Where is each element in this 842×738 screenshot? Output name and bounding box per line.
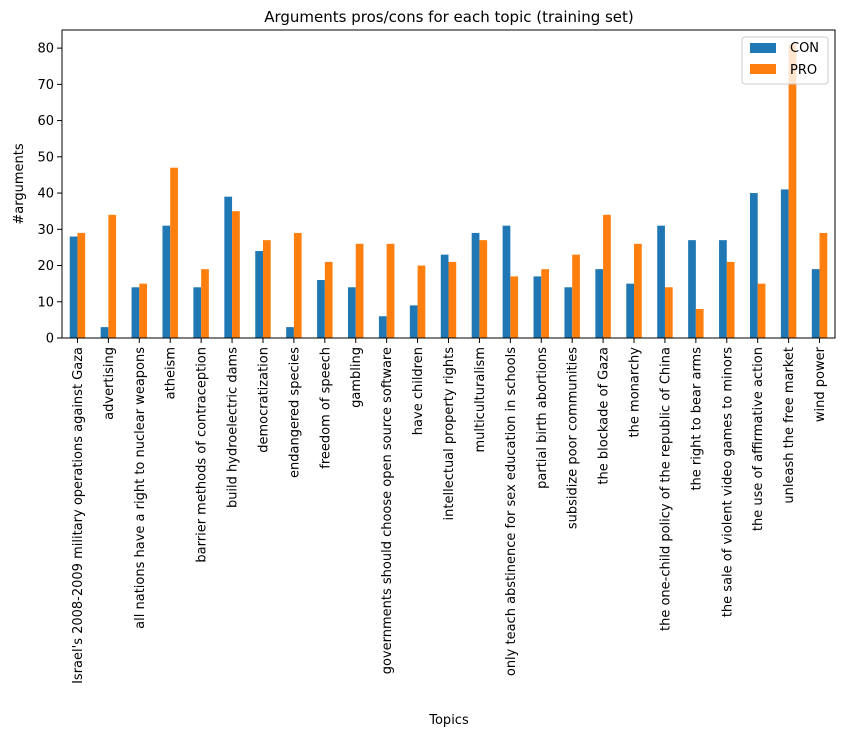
y-tick-label-0: 0 bbox=[46, 332, 54, 347]
x-tick-label-24: wind power bbox=[813, 346, 828, 422]
bar-con-20 bbox=[688, 240, 696, 338]
bar-pro-4 bbox=[201, 269, 209, 338]
x-tick-label-17: the blockade of Gaza bbox=[597, 347, 612, 485]
bar-pro-19 bbox=[664, 287, 673, 338]
bar-con-18 bbox=[626, 283, 635, 338]
bar-pro-1 bbox=[108, 214, 117, 338]
bar-con-9 bbox=[348, 287, 356, 338]
x-tick-label-18: the monarchy bbox=[628, 347, 643, 438]
bar-pro-17 bbox=[603, 214, 611, 338]
bar-pro-2 bbox=[139, 283, 148, 338]
x-tick-label-3: atheism bbox=[164, 347, 179, 399]
bar-pro-3 bbox=[170, 167, 178, 338]
y-tick-label-2: 20 bbox=[37, 259, 54, 274]
bar-con-21 bbox=[719, 240, 727, 338]
x-tick-label-14: only teach abstinence for sex education … bbox=[504, 347, 519, 676]
bar-con-4 bbox=[193, 287, 202, 338]
bar-pro-21 bbox=[726, 261, 735, 338]
x-tick-label-11: have children bbox=[411, 347, 426, 435]
x-tick-label-12: intellectual property rights bbox=[442, 347, 457, 521]
x-tick-label-0: Israel's 2008-2009 military operations a… bbox=[71, 347, 86, 684]
x-tick-label-2: all nations have a right to nuclear weap… bbox=[133, 347, 148, 629]
bar-con-8 bbox=[317, 280, 325, 338]
bar-con-15 bbox=[533, 276, 542, 338]
x-axis-label: Topics bbox=[428, 713, 469, 728]
bar-pro-9 bbox=[355, 243, 364, 338]
bar-pro-5 bbox=[232, 211, 240, 338]
bar-pro-8 bbox=[324, 261, 333, 338]
bar-pro-12 bbox=[448, 261, 457, 338]
y-tick-label-6: 60 bbox=[37, 114, 54, 129]
bar-pro-0 bbox=[77, 232, 86, 338]
bar-pro-14 bbox=[510, 276, 519, 338]
x-tick-label-23: unleash the free market bbox=[782, 347, 797, 504]
bar-pro-10 bbox=[386, 243, 395, 338]
y-tick-label-7: 70 bbox=[37, 78, 54, 93]
x-tick-label-7: endangered species bbox=[287, 347, 302, 478]
legend: CON PRO bbox=[741, 36, 829, 85]
x-tick-label-1: advertising bbox=[102, 347, 117, 420]
bar-con-5 bbox=[224, 196, 233, 338]
x-tick-label-13: multiculturalism bbox=[473, 347, 488, 453]
x-tick-label-6: democratization bbox=[256, 347, 271, 453]
y-tick-label-3: 30 bbox=[37, 223, 54, 238]
bar-pro-20 bbox=[695, 309, 704, 338]
bar-con-2 bbox=[131, 287, 140, 338]
bar-con-14 bbox=[502, 225, 511, 338]
bar-pro-16 bbox=[572, 254, 580, 338]
chart-title: Arguments pros/cons for each topic (trai… bbox=[264, 8, 634, 26]
x-tick-label-4: barrier methods of contraception bbox=[195, 347, 210, 563]
x-tick-label-10: governments should choose open source so… bbox=[380, 347, 395, 674]
legend-label-pro: PRO bbox=[790, 63, 817, 78]
bar-pro-6 bbox=[262, 240, 271, 338]
legend-label-con: CON bbox=[790, 41, 819, 56]
bar-con-17 bbox=[595, 269, 604, 338]
bar-con-19 bbox=[657, 225, 665, 338]
bar-pro-24 bbox=[819, 232, 828, 338]
y-axis: 0 10 20 30 40 50 60 70 80 bbox=[37, 42, 62, 347]
bar-con-7 bbox=[286, 327, 294, 338]
y-tick-label-8: 80 bbox=[37, 42, 54, 57]
bar-con-11 bbox=[409, 305, 418, 338]
y-tick-label-1: 10 bbox=[37, 295, 54, 310]
bar-con-13 bbox=[471, 232, 480, 338]
x-tick-label-20: the right to bear arms bbox=[689, 347, 704, 491]
bar-con-3 bbox=[162, 225, 171, 338]
bar-con-6 bbox=[255, 251, 263, 338]
bar-con-1 bbox=[100, 327, 109, 338]
x-tick-label-8: freedom of speech bbox=[318, 347, 333, 469]
bar-con-16 bbox=[564, 287, 573, 338]
bars-layer bbox=[69, 44, 828, 339]
bar-con-12 bbox=[440, 254, 449, 338]
bar-pro-23 bbox=[788, 44, 797, 339]
x-tick-label-5: build hydroelectric dams bbox=[226, 347, 241, 508]
bar-pro-13 bbox=[479, 240, 488, 338]
bar-pro-11 bbox=[417, 265, 426, 338]
x-tick-label-16: subsidize poor communities bbox=[566, 347, 581, 529]
plot-frame bbox=[61, 29, 836, 339]
bar-pro-7 bbox=[293, 232, 302, 338]
legend-swatch-pro bbox=[750, 64, 776, 74]
y-tick-label-5: 50 bbox=[37, 150, 54, 165]
bar-con-22 bbox=[749, 193, 758, 338]
x-axis: Israel's 2008-2009 military operations a… bbox=[71, 338, 828, 684]
bar-con-0 bbox=[69, 236, 78, 338]
bar-con-23 bbox=[780, 189, 789, 338]
bar-pro-22 bbox=[757, 283, 766, 338]
bar-pro-18 bbox=[634, 243, 642, 338]
y-tick-label-4: 40 bbox=[37, 187, 54, 202]
legend-swatch-con bbox=[750, 43, 776, 53]
bar-con-24 bbox=[811, 269, 820, 338]
x-tick-label-19: the one-child policy of the republic of … bbox=[658, 347, 673, 631]
x-tick-label-15: partial birth abortions bbox=[535, 347, 550, 489]
y-axis-label: #arguments bbox=[12, 143, 27, 224]
bar-con-10 bbox=[378, 316, 387, 338]
x-tick-label-21: the sale of violent video games to minor… bbox=[720, 347, 735, 617]
x-tick-label-9: gambling bbox=[349, 347, 364, 408]
bar-pro-15 bbox=[541, 269, 549, 338]
x-tick-label-22: the use of affirmative action bbox=[751, 347, 766, 531]
